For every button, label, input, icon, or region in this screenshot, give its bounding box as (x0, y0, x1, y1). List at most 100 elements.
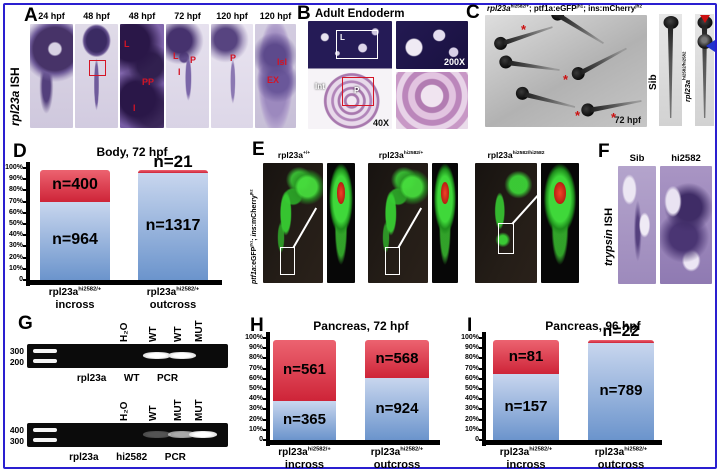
transgene-1: ; ptf1a:eGFP (528, 4, 577, 13)
ish-text: ISH (603, 207, 615, 230)
y-tick-mark (263, 357, 266, 360)
magnification-label-40x: 40X (372, 118, 389, 128)
red-count-label: n=561 (283, 361, 326, 378)
intestine-closeup-image (396, 72, 468, 129)
y-tick-mark (263, 428, 266, 431)
gel-lane-label: MUT (194, 399, 205, 421)
allele-superscript: hi2582/+ (307, 446, 331, 453)
y-tick-mark (23, 267, 26, 270)
panel-b-letter: B (297, 3, 311, 24)
adult-endoderm-section-image: L Int P 40X (308, 21, 392, 129)
inset-connector-line (292, 207, 317, 249)
y-tick-mark (23, 178, 26, 181)
y-tick-mark (23, 167, 26, 169)
x-category-genotype: rpl23ahi2582/+ (475, 447, 577, 458)
region-of-interest-box (89, 60, 106, 76)
x-axis-line (482, 440, 662, 445)
y-tick-label: 0 (259, 436, 263, 443)
y-tick-label: 70% (8, 197, 23, 205)
y-tick-mark (263, 418, 266, 421)
y-tick-label: 10% (8, 264, 23, 272)
ladder-size-label: 300 (9, 436, 24, 446)
embryo-image-24hpf (30, 24, 73, 128)
panel-f: F Sib hi2582 trypsin ISH (596, 138, 718, 290)
transgene-2: ; ins:mCherry (583, 4, 636, 13)
panel-a-col2-header: 48 hpf (83, 11, 110, 21)
x-category-cross-type: incross (55, 299, 95, 311)
y-tick-label: 0 (475, 436, 479, 443)
y-tick-label: 20% (8, 253, 23, 261)
gel-lane-label: MUT (194, 320, 205, 342)
insulin-mcherry-core (441, 182, 449, 204)
gene-name: rpl23a (499, 447, 530, 458)
panel-b: B Adult Endoderm L Int P 40X 200X (296, 0, 470, 132)
panel-a-side-label: rpl23a ISH (8, 48, 22, 126)
y-tick-mark (479, 398, 482, 401)
gene-name: rpl23a (278, 447, 308, 458)
bar-segment-red (365, 340, 429, 378)
panel-c-letter: C (466, 2, 480, 23)
y-tick-label: 60% (464, 374, 479, 382)
panel-a-col5-header: 120 hpf (216, 11, 248, 21)
jh1-superscript: jh1 (248, 240, 254, 247)
gene-name: rpl23a (378, 150, 404, 160)
gel-lane-label: WT (173, 326, 184, 342)
liver-closeup-image: 200X (396, 21, 468, 69)
genotype-header-mut: rpl23ahi2582/hi2582 (471, 151, 561, 160)
bar-segment-blue (493, 374, 559, 440)
islet-annotation: Isl (277, 57, 288, 67)
principal-pancreas-annotation: PP (142, 77, 155, 87)
y-tick-mark (479, 367, 482, 370)
panel-letter: I (467, 315, 473, 336)
panel-b-title: Adult Endoderm (315, 8, 405, 20)
y-tick-label: 80% (8, 186, 23, 194)
panel-g-letter: G (18, 313, 33, 334)
y-tick-mark (23, 200, 26, 203)
panel-a-col1-header: 24 hpf (38, 11, 65, 21)
liver-region-box: L (336, 30, 378, 59)
bar-segment-blue (273, 401, 336, 440)
panel-e-side-label: ptf1a:eGFPjh1; ins:mCherryjh2 (248, 164, 258, 284)
transgene-2-superscript: jh2 (635, 3, 642, 9)
panel-a-col3-header: 48 hpf (128, 11, 156, 21)
genotype-header-het: rpl23ahi2582/+ (363, 151, 439, 160)
ladder-size-label: 400 (9, 425, 24, 435)
blue-count-label: n=157 (504, 397, 548, 415)
panel-a: A rpl23a ISH 24 hpf 48 hpf 48 hpf L PP I… (0, 0, 298, 132)
red-count-label: n=81 (508, 347, 544, 365)
liver-annotation: L (173, 51, 179, 61)
gel-lane-label: WT (148, 326, 159, 342)
y-tick-mark (263, 388, 266, 390)
pcr-product-band (168, 352, 196, 359)
allele-superscript: hi2582/+ (78, 286, 102, 293)
x-category-cross-type: incross (506, 459, 546, 471)
y-tick-mark (23, 256, 26, 259)
panel-f-side-label: trypsin ISH (603, 190, 615, 266)
chart-body-72hpf: D Body, 72 hpf 100% 90% 80% 70% 60% 50% 40% 30% 20… (0, 138, 230, 311)
red-count-label: n=21 (153, 152, 193, 171)
y-tick-mark (23, 234, 26, 237)
fluorescence-image-het (368, 163, 428, 283)
allele-superscript: hi2582/+ (176, 286, 200, 293)
y-tick-label: 10% (248, 425, 263, 433)
ladder-band (33, 349, 57, 353)
panel-a-col6-header: 120 hpf (259, 11, 292, 21)
x-category-genotype: rpl23ahi2582/+ (22, 286, 128, 298)
y-axis-line (482, 332, 486, 446)
chart-title: Pancreas, 72 hpf (313, 319, 409, 333)
trypsin-gene: trypsin (603, 229, 615, 266)
separator: ; (251, 236, 258, 241)
gene-name: rpl23a (487, 4, 511, 13)
x-category-cross-type: incross (284, 459, 325, 471)
gel-hi2582-pcr: H₂O WT MUT MUT 400 300 rpl23a hi2582 PCR (6, 393, 244, 469)
bar-segment-red (40, 170, 110, 202)
ladder-band (33, 438, 57, 442)
x-category-genotype: rpl23ahi2582/+ (120, 286, 226, 298)
sibling-column-header: Sib (629, 153, 645, 164)
red-count-label: n=22 (602, 323, 640, 340)
red-count-label: n=568 (375, 349, 419, 367)
x-axis-line (266, 440, 440, 445)
y-tick-label: 20% (248, 415, 263, 423)
allele-superscript: hi2582/+ (400, 446, 424, 453)
